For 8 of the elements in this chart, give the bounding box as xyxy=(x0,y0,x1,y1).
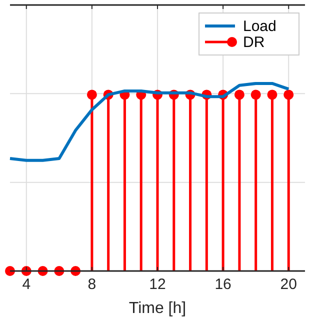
x-tick-label: 20 xyxy=(280,276,297,293)
legend-label: DR xyxy=(243,34,265,51)
legend-label: Load xyxy=(243,18,276,35)
x-tick-label: 16 xyxy=(214,276,232,293)
x-tick-label: 4 xyxy=(22,276,31,293)
x-tick-label: 8 xyxy=(88,276,96,293)
x-tick-label: 12 xyxy=(149,276,166,293)
x-axis-title: Time [h] xyxy=(128,300,186,317)
